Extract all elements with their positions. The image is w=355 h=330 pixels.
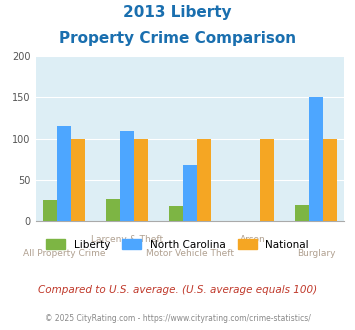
Text: Compared to U.S. average. (U.S. average equals 100): Compared to U.S. average. (U.S. average … xyxy=(38,285,317,295)
Legend: Liberty, North Carolina, National: Liberty, North Carolina, National xyxy=(42,235,313,254)
Text: 2013 Liberty: 2013 Liberty xyxy=(123,5,232,20)
Text: Burglary: Burglary xyxy=(297,249,335,258)
Text: Motor Vehicle Theft: Motor Vehicle Theft xyxy=(146,249,234,258)
Text: Property Crime Comparison: Property Crime Comparison xyxy=(59,31,296,46)
Text: Larceny & Theft: Larceny & Theft xyxy=(91,235,163,244)
Bar xyxy=(71,139,84,221)
Bar xyxy=(323,139,337,221)
Bar xyxy=(169,206,183,221)
Bar xyxy=(57,126,71,221)
Bar xyxy=(134,139,148,221)
Bar xyxy=(309,96,323,221)
Bar xyxy=(295,205,309,221)
Bar xyxy=(43,200,57,221)
Text: Arson: Arson xyxy=(240,235,266,244)
Bar xyxy=(197,139,211,221)
Bar xyxy=(183,165,197,221)
Text: © 2025 CityRating.com - https://www.cityrating.com/crime-statistics/: © 2025 CityRating.com - https://www.city… xyxy=(45,314,310,323)
Bar xyxy=(260,139,274,221)
Bar xyxy=(120,131,134,221)
Text: All Property Crime: All Property Crime xyxy=(23,249,105,258)
Bar xyxy=(106,199,120,221)
